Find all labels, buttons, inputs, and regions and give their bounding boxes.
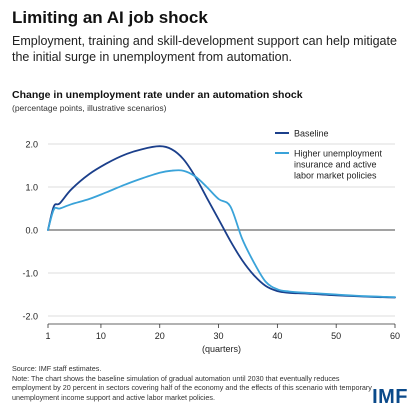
chart-source: Source: IMF staff estimates. Note: The c…: [12, 364, 372, 402]
series-layer: [47, 145, 396, 299]
y-tick-label: 1.0: [25, 183, 38, 193]
imf-logo: IMF: [372, 386, 408, 408]
note-line: Note: The chart shows the baseline simul…: [12, 373, 372, 402]
source-line: Source: IMF staff estimates.: [12, 364, 102, 373]
x-tick-label: 1: [45, 331, 50, 341]
line-chart: 2.0 1.0 0.0 -1.0 -2.0 1 10 20 30 40 50 60 (quarters)…: [22, 129, 400, 355]
series-line-baseline: [47, 145, 396, 299]
y-tick-label: 2.0: [25, 140, 38, 150]
legend-label-policies: Higher unemployment insurance and active l…: [294, 149, 383, 181]
legend-label-baseline: Baseline: [294, 129, 329, 139]
y-tick-label: 0.0: [25, 226, 38, 236]
legend: Baseline Higher unemployment insurance and…: [275, 129, 383, 181]
x-tick-label: 10: [96, 331, 106, 341]
y-tick-label: -2.0: [22, 312, 38, 322]
chart-title: Change in unemployment rate under an aut…: [12, 89, 303, 101]
axis-layer: 2.0 1.0 0.0 -1.0 -2.0 1 10 20 30 40 50 60 (quarters): [22, 140, 400, 355]
x-tick-label: 50: [331, 331, 341, 341]
x-tick-label: 20: [155, 331, 165, 341]
x-tick-label: 30: [214, 331, 224, 341]
grid-layer: [48, 143, 395, 317]
page-title: Limiting an AI job shock: [12, 8, 208, 27]
series-line-policies: [47, 169, 396, 298]
x-tick-label: 40: [272, 331, 282, 341]
x-tick-label: 60: [390, 331, 400, 341]
x-axis-label: (quarters): [202, 344, 241, 354]
chart-subtitle: (percentage points, illustrative scenari…: [12, 103, 167, 113]
y-tick-label: -1.0: [22, 269, 38, 279]
page-subtitle: Employment, training and skill-developme…: [12, 34, 397, 64]
